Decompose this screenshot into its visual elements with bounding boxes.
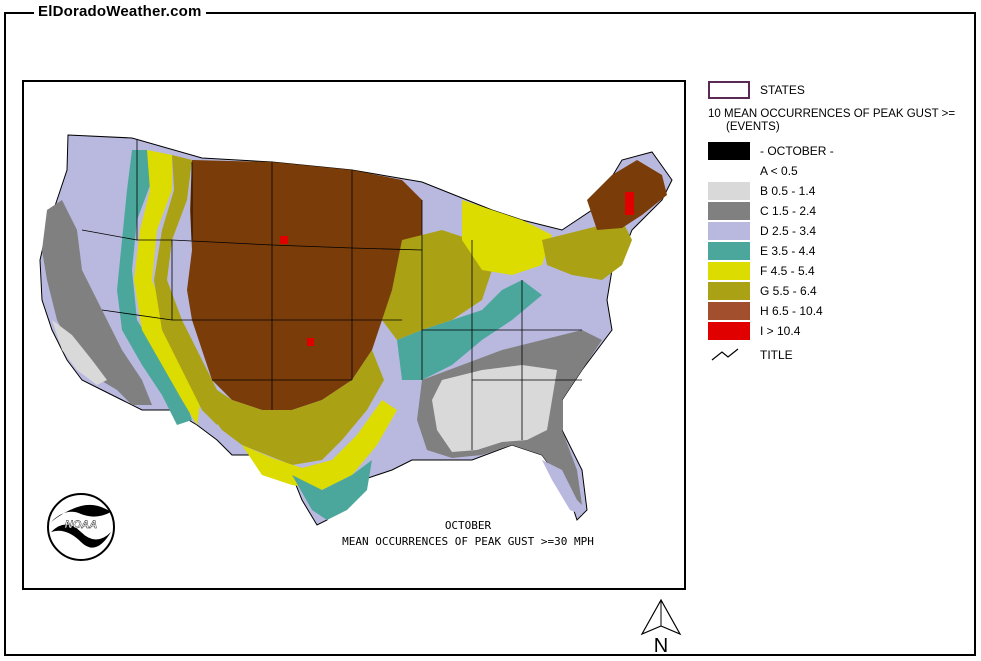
legend-swatch-b	[708, 182, 750, 200]
region-maine-red	[625, 192, 634, 215]
legend-swatch-g	[708, 282, 750, 300]
noaa-logo-text: NOAA	[65, 519, 97, 531]
region-kansas-red	[307, 338, 314, 346]
legend-month: - OCTOBER -	[708, 141, 834, 161]
caption-description: MEAN OCCURRENCES OF PEAK GUST >=30 MPH	[342, 535, 594, 548]
state-boundaries	[81, 140, 582, 450]
legend-class-h: H 6.5 - 10.4	[708, 301, 823, 321]
legend-swatch-f	[708, 262, 750, 280]
legend-label-a: A < 0.5	[760, 164, 798, 178]
region-brown-plains	[187, 160, 422, 410]
page-frame	[4, 12, 976, 656]
map-caption: OCTOBER MEAN OCCURRENCES OF PEAK GUST >=…	[288, 518, 648, 550]
region-florida-lav	[542, 460, 582, 515]
legend-swatch-e	[708, 242, 750, 260]
caption-month: OCTOBER	[444, 519, 492, 532]
legend-class-a: A < 0.5	[708, 161, 798, 181]
title-line-icon	[711, 348, 739, 361]
region-olive-midwest	[382, 230, 492, 340]
legend-swatch-i	[708, 322, 750, 340]
noaa-logo-icon: NOAA	[47, 493, 115, 561]
legend-label-f: F 4.5 - 5.4	[760, 264, 815, 278]
legend-states-label: STATES	[760, 83, 805, 97]
legend-class-f: F 4.5 - 5.4	[708, 261, 815, 281]
region-olive-west	[154, 155, 222, 425]
region-yellow-south	[242, 400, 397, 490]
region-yellow-great-lakes	[462, 200, 552, 275]
site-title[interactable]: ElDoradoWeather.com	[34, 3, 206, 20]
legend-class-d: D 2.5 - 3.4	[708, 221, 816, 241]
legend-label-c: C 1.5 - 2.4	[760, 204, 817, 218]
legend-class-i: I > 10.4	[708, 321, 800, 341]
legend-units: (EVENTS)	[726, 121, 780, 133]
legend-heading: 10 MEAN OCCURRENCES OF PEAK GUST >=	[708, 108, 956, 120]
legend-swatch-h	[708, 302, 750, 320]
legend-swatch-c	[708, 202, 750, 220]
region-northeast-olive	[542, 220, 632, 280]
legend-class-b: B 0.5 - 1.4	[708, 181, 815, 201]
region-west-coast	[42, 200, 152, 405]
legend-class-e: E 3.5 - 4.4	[708, 241, 815, 261]
legend-swatch-d	[708, 222, 750, 240]
region-olive-south	[202, 350, 384, 465]
legend-month-swatch	[708, 142, 750, 160]
legend-label-b: B 0.5 - 1.4	[760, 184, 816, 198]
legend-states: STATES	[708, 80, 805, 100]
north-arrow-icon: N	[640, 598, 682, 657]
us-wind-gust-map	[39, 134, 673, 526]
region-teal-texas	[292, 460, 372, 520]
region-southeast-light	[432, 365, 557, 452]
legend-swatch-a	[708, 162, 750, 180]
legend-states-swatch	[708, 81, 750, 99]
region-sd-red	[280, 236, 288, 244]
legend-label-g: G 5.5 - 6.4	[760, 284, 817, 298]
region-socal-light	[52, 320, 107, 385]
region-teal-west	[117, 150, 192, 425]
legend-month-label: - OCTOBER -	[760, 144, 834, 158]
north-arrow: N	[636, 598, 686, 661]
legend-label-d: D 2.5 - 3.4	[760, 224, 817, 238]
north-label: N	[654, 635, 668, 656]
legend-label-i: I > 10.4	[760, 324, 801, 338]
legend-label-h: H 6.5 - 10.4	[760, 304, 823, 318]
legend-title-label: TITLE	[760, 348, 793, 362]
legend-class-g: G 5.5 - 6.4	[708, 281, 817, 301]
legend-label-e: E 3.5 - 4.4	[760, 244, 816, 258]
legend-title: TITLE	[708, 345, 793, 365]
legend-class-c: C 1.5 - 2.4	[708, 201, 816, 221]
